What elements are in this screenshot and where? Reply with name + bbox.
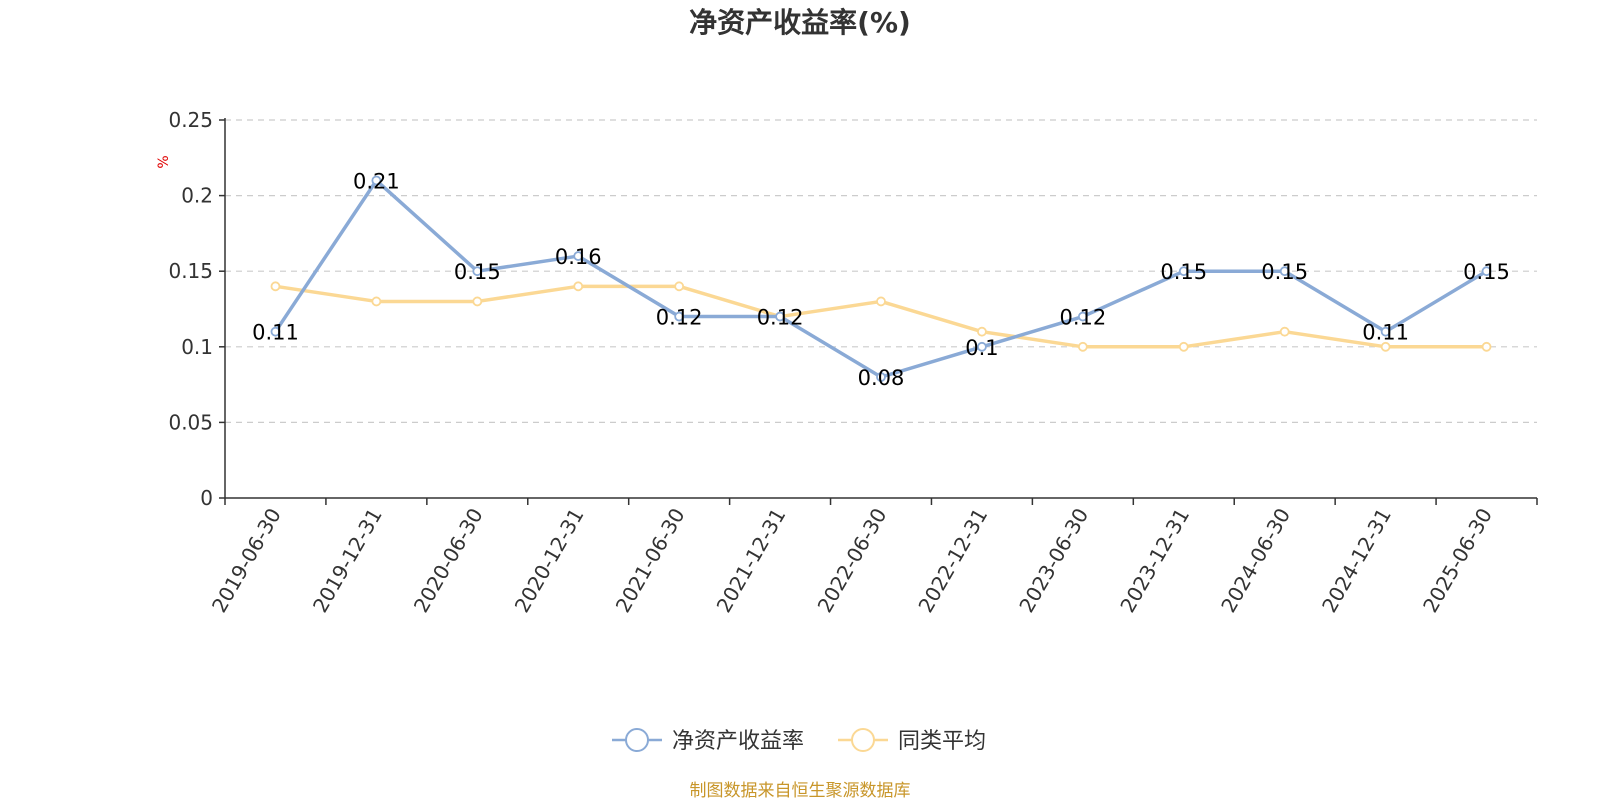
data-point[interactable] <box>1279 266 1290 277</box>
data-point[interactable] <box>371 175 382 186</box>
x-tick-label: 2019-06-30 <box>207 504 286 617</box>
data-point[interactable] <box>977 341 987 352</box>
data-point[interactable] <box>1279 326 1290 337</box>
data-point[interactable] <box>1178 266 1189 277</box>
x-tick-label: 2019-12-31 <box>308 504 387 617</box>
legend-swatch-marker <box>851 728 875 752</box>
y-tick-label: 0.2 <box>181 184 213 208</box>
x-ticks: 2019-06-30 2019-12-31 2020-06-30 2020-12-31… <box>207 498 1538 617</box>
data-point[interactable] <box>270 326 281 337</box>
x-tick-label: 2022-12-31 <box>913 504 992 617</box>
data-labels: 0.11 0.21 0.15 0.16 0.12 0.12 0.08 0.1 0.12 0.15 0… <box>252 169 1510 390</box>
data-label: 0.15 <box>454 260 501 284</box>
x-tick-label: 2023-06-30 <box>1014 504 1093 617</box>
y-tick-label: 0 <box>200 486 213 510</box>
axes <box>224 118 1537 499</box>
source-note: 制图数据来自恒生聚源数据库 <box>690 781 911 800</box>
data-point[interactable] <box>775 311 785 322</box>
data-point[interactable] <box>977 326 987 337</box>
data-point[interactable] <box>674 311 685 322</box>
data-label: 0.12 <box>1059 306 1106 330</box>
x-tick-label: 2020-06-30 <box>409 504 488 617</box>
data-label: 0.12 <box>757 306 804 330</box>
data-point[interactable] <box>674 281 685 292</box>
legend-label: 净资产收益率 <box>672 729 804 754</box>
data-point[interactable] <box>1077 341 1088 352</box>
x-tick-label: 2022-06-30 <box>812 504 891 617</box>
data-label: 0.15 <box>1261 260 1308 284</box>
data-point[interactable] <box>876 372 886 382</box>
data-label: 0.16 <box>555 245 602 269</box>
data-point[interactable] <box>1380 326 1391 337</box>
data-label: 0.08 <box>858 366 905 390</box>
y-tick-label: 0.05 <box>168 410 213 434</box>
y-axis-label: % <box>156 155 172 168</box>
y-ticks: 0 0.05 0.1 0.15 0.2 0.25 <box>168 108 225 510</box>
chart-title: 净资产收益率(%) <box>689 6 911 39</box>
x-tick-label: 2024-06-30 <box>1216 504 1295 617</box>
data-label: 0.12 <box>656 306 703 330</box>
data-point[interactable] <box>371 296 382 307</box>
legend-label: 同类平均 <box>898 729 986 754</box>
data-point[interactable] <box>876 296 886 307</box>
data-point[interactable] <box>1077 311 1088 322</box>
data-label: 0.21 <box>353 169 400 193</box>
data-label: 0.11 <box>252 321 299 345</box>
legend-swatch-marker <box>625 728 649 752</box>
series-layer <box>270 175 1492 382</box>
series-line <box>275 284 1487 349</box>
x-tick-label: 2020-12-31 <box>510 504 589 617</box>
x-tick-label: 2025-06-30 <box>1418 504 1497 617</box>
legend-item[interactable]: 同类平均 <box>838 728 986 754</box>
data-point[interactable] <box>573 251 584 261</box>
legend[interactable]: 净资产收益率 同类平均 <box>612 728 986 754</box>
x-tick-label: 2021-12-31 <box>712 504 791 617</box>
data-point[interactable] <box>1481 341 1492 352</box>
x-tick-label: 2021-06-30 <box>611 504 690 617</box>
data-point[interactable] <box>1178 341 1189 352</box>
data-label: 0.11 <box>1362 321 1409 345</box>
y-tick-label: 0.15 <box>168 259 213 283</box>
legend-item[interactable]: 净资产收益率 <box>612 728 804 754</box>
data-point[interactable] <box>1481 266 1492 277</box>
grid-lines <box>225 119 1537 423</box>
data-point[interactable] <box>573 281 584 292</box>
data-label: 0.15 <box>1160 260 1207 284</box>
y-tick-label: 0.1 <box>181 335 213 359</box>
data-point[interactable] <box>1380 341 1391 352</box>
data-label: 0.1 <box>965 336 998 360</box>
data-point[interactable] <box>472 266 483 277</box>
y-tick-label: 0.25 <box>168 108 213 132</box>
data-point[interactable] <box>270 281 281 292</box>
data-point[interactable] <box>472 296 483 307</box>
data-label: 0.15 <box>1463 260 1510 284</box>
x-tick-label: 2024-12-31 <box>1317 504 1396 617</box>
x-tick-label: 2023-12-31 <box>1115 504 1194 617</box>
